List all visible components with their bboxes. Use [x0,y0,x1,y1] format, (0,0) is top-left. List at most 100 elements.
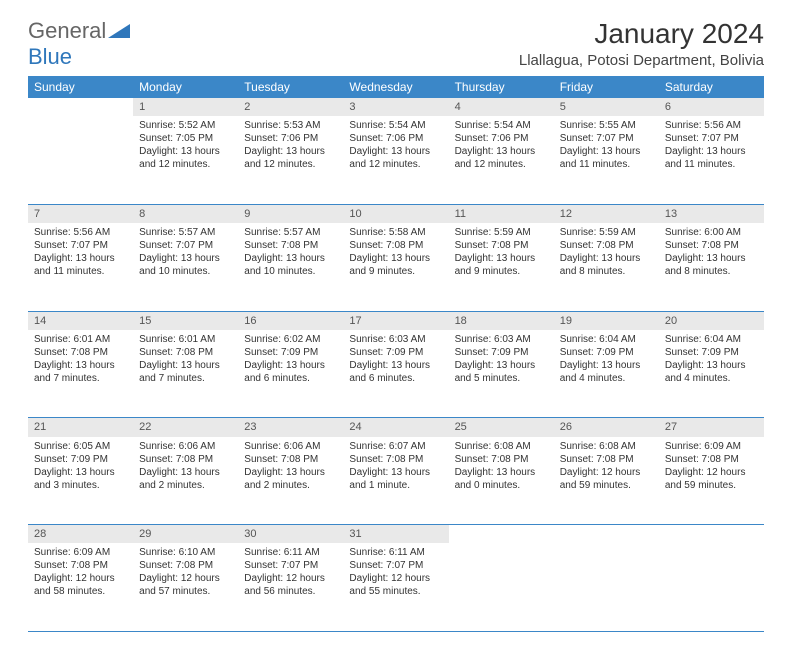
sunrise-line: Sunrise: 6:06 AM [244,440,337,453]
day-cell: Sunrise: 6:08 AMSunset: 7:08 PMDaylight:… [449,437,554,525]
day-number-cell: 5 [554,98,659,116]
sunset-line: Sunset: 7:06 PM [455,132,548,145]
day-cell: Sunrise: 6:11 AMSunset: 7:07 PMDaylight:… [343,543,448,631]
day-details: Sunrise: 5:53 AMSunset: 7:06 PMDaylight:… [238,116,343,177]
day-cell: Sunrise: 6:09 AMSunset: 7:08 PMDaylight:… [28,543,133,631]
daylight-line: Daylight: 13 hours and 9 minutes. [455,252,548,278]
day-cell: Sunrise: 6:08 AMSunset: 7:08 PMDaylight:… [554,437,659,525]
day-number-cell: 15 [133,312,238,330]
weekday-header: Thursday [449,76,554,98]
week-separator [28,631,764,632]
sunrise-line: Sunrise: 5:54 AM [349,119,442,132]
daylight-line: Daylight: 13 hours and 1 minute. [349,466,442,492]
day-details: Sunrise: 6:02 AMSunset: 7:09 PMDaylight:… [238,330,343,391]
day-details: Sunrise: 5:57 AMSunset: 7:08 PMDaylight:… [238,223,343,284]
sunset-line: Sunset: 7:06 PM [244,132,337,145]
day-number-row: 28293031 [28,525,764,543]
daylight-line: Daylight: 13 hours and 5 minutes. [455,359,548,385]
day-details: Sunrise: 6:05 AMSunset: 7:09 PMDaylight:… [28,437,133,498]
day-number-cell: 14 [28,312,133,330]
day-number-cell: 30 [238,525,343,543]
day-number-cell: 16 [238,312,343,330]
sunrise-line: Sunrise: 5:53 AM [244,119,337,132]
day-details: Sunrise: 5:52 AMSunset: 7:05 PMDaylight:… [133,116,238,177]
sunset-line: Sunset: 7:08 PM [34,346,127,359]
day-details: Sunrise: 5:54 AMSunset: 7:06 PMDaylight:… [343,116,448,177]
day-cell: Sunrise: 6:01 AMSunset: 7:08 PMDaylight:… [28,330,133,418]
day-number-cell: 8 [133,205,238,223]
day-number-cell: 17 [343,312,448,330]
week-row: Sunrise: 6:09 AMSunset: 7:08 PM Daylight:… [28,543,764,631]
day-cell: Sunrise: 6:05 AMSunset: 7:09 PMDaylight:… [28,437,133,525]
day-cell [554,543,659,631]
title-block: January 2024 Llallagua, Potosi Departmen… [519,18,764,69]
sunrise-line: Sunrise: 5:57 AM [139,226,232,239]
sunset-line: Sunset: 7:07 PM [349,559,442,572]
header: GeneralBlue January 2024 Llallagua, Poto… [28,18,764,70]
day-details: Sunrise: 6:11 AMSunset: 7:07 PMDaylight:… [343,543,448,604]
day-number-row: 78910111213 [28,205,764,223]
sunset-line: Sunset: 7:09 PM [244,346,337,359]
sunrise-line: Sunrise: 5:54 AM [455,119,548,132]
day-cell: Sunrise: 5:57 AMSunset: 7:08 PMDaylight:… [238,223,343,311]
day-number-cell: 21 [28,418,133,436]
daylight-line: Daylight: 13 hours and 10 minutes. [139,252,232,278]
weekday-header: Friday [554,76,659,98]
day-cell: Sunrise: 6:10 AMSunset: 7:08 PMDaylight:… [133,543,238,631]
daylight-line: Daylight: 13 hours and 2 minutes. [139,466,232,492]
daylight-line: Daylight: 13 hours and 6 minutes. [244,359,337,385]
day-details: Sunrise: 6:04 AMSunset: 7:09 PMDaylight:… [659,330,764,391]
sunrise-line: Sunrise: 6:03 AM [349,333,442,346]
sunset-line: Sunset: 7:07 PM [665,132,758,145]
day-details: Sunrise: 6:08 AMSunset: 7:08 PMDaylight:… [449,437,554,498]
day-cell [449,543,554,631]
day-details: Sunrise: 6:03 AMSunset: 7:09 PMDaylight:… [449,330,554,391]
day-details: Sunrise: 6:06 AMSunset: 7:08 PMDaylight:… [238,437,343,498]
day-details: Sunrise: 6:11 AMSunset: 7:07 PMDaylight:… [238,543,343,604]
day-number-cell: 4 [449,98,554,116]
day-cell: Sunrise: 5:58 AMSunset: 7:08 PMDaylight:… [343,223,448,311]
daylight-line: Daylight: 12 hours and 55 minutes. [349,572,442,598]
sunset-line: Sunset: 7:09 PM [455,346,548,359]
brand-triangle-icon [108,18,130,44]
daylight-line: Daylight: 13 hours and 0 minutes. [455,466,548,492]
day-number-cell: 19 [554,312,659,330]
day-details: Sunrise: 5:58 AMSunset: 7:08 PMDaylight:… [343,223,448,284]
day-number-cell [28,98,133,116]
day-cell: Sunrise: 6:09 AMSunset: 7:08 PMDaylight:… [659,437,764,525]
sunrise-line: Sunrise: 6:09 AM [34,546,127,559]
day-number-cell: 25 [449,418,554,436]
sunset-line: Sunset: 7:09 PM [34,453,127,466]
day-details: Sunrise: 6:10 AMSunset: 7:08 PMDaylight:… [133,543,238,604]
daylight-line: Daylight: 12 hours and 56 minutes. [244,572,337,598]
day-number-cell: 7 [28,205,133,223]
day-number-cell: 22 [133,418,238,436]
day-details: Sunrise: 6:06 AMSunset: 7:08 PMDaylight:… [133,437,238,498]
day-cell: Sunrise: 5:55 AMSunset: 7:07 PMDaylight:… [554,116,659,204]
sunset-line: Sunset: 7:09 PM [349,346,442,359]
calendar-table: Sunday Monday Tuesday Wednesday Thursday… [28,76,764,632]
sunset-line: Sunset: 7:08 PM [34,559,127,572]
day-number-cell: 18 [449,312,554,330]
sunrise-line: Sunrise: 6:02 AM [244,333,337,346]
daylight-line: Daylight: 13 hours and 10 minutes. [244,252,337,278]
day-details: Sunrise: 6:07 AMSunset: 7:08 PMDaylight:… [343,437,448,498]
day-number-row: 123456 [28,98,764,116]
sunset-line: Sunset: 7:08 PM [139,346,232,359]
daylight-line: Daylight: 13 hours and 2 minutes. [244,466,337,492]
day-details: Sunrise: 5:56 AMSunset: 7:07 PMDaylight:… [659,116,764,177]
daylight-line: Daylight: 13 hours and 4 minutes. [665,359,758,385]
day-details: Sunrise: 6:09 AMSunset: 7:08 PMDaylight:… [28,543,133,604]
sunset-line: Sunset: 7:08 PM [244,239,337,252]
day-number-cell: 26 [554,418,659,436]
daylight-line: Daylight: 13 hours and 8 minutes. [665,252,758,278]
day-details: Sunrise: 6:03 AMSunset: 7:09 PMDaylight:… [343,330,448,391]
sunset-line: Sunset: 7:08 PM [560,239,653,252]
day-number-cell [449,525,554,543]
sunrise-line: Sunrise: 6:07 AM [349,440,442,453]
sunset-line: Sunset: 7:08 PM [560,453,653,466]
day-number-cell: 10 [343,205,448,223]
day-details: Sunrise: 6:09 AMSunset: 7:08 PMDaylight:… [659,437,764,498]
sunrise-line: Sunrise: 6:09 AM [665,440,758,453]
sunrise-line: Sunrise: 5:59 AM [455,226,548,239]
